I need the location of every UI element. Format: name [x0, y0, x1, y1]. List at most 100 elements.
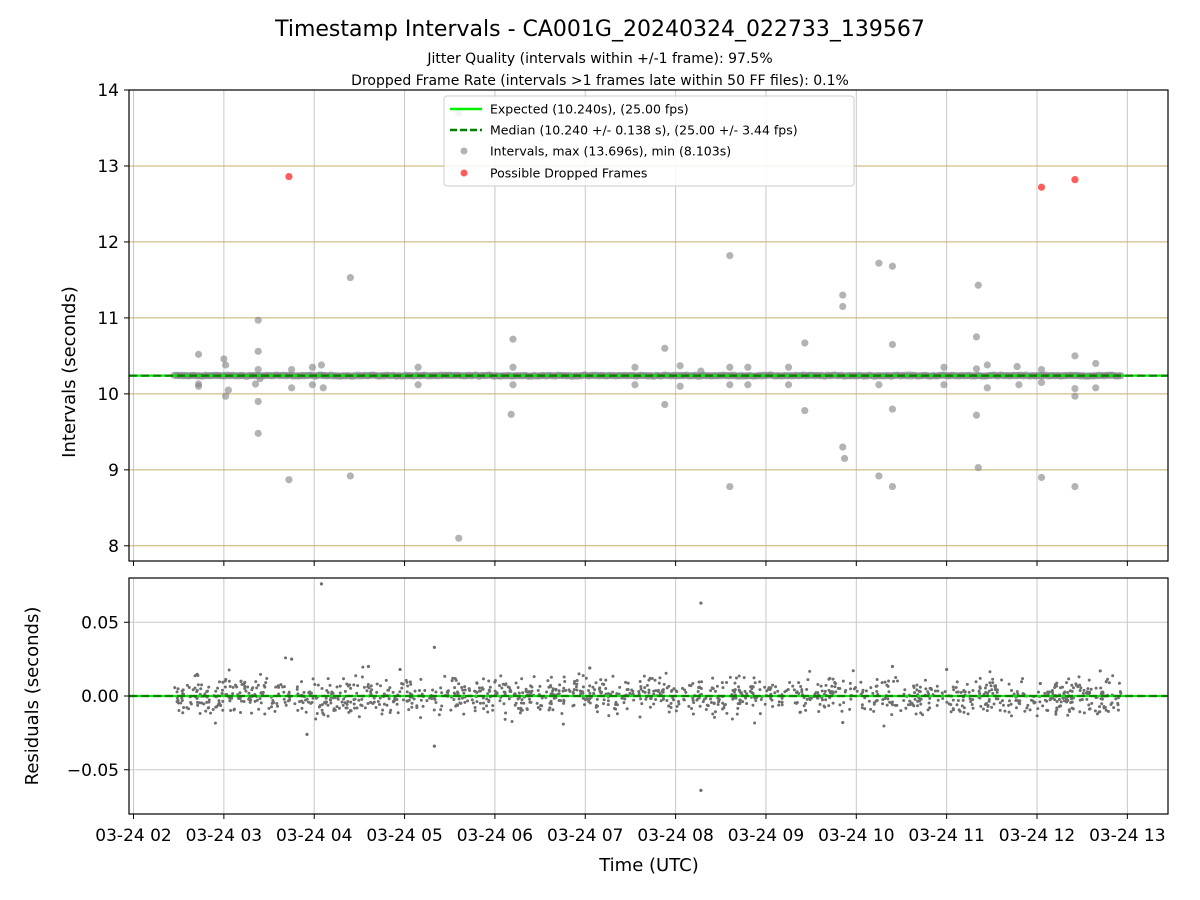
residual-point — [265, 677, 269, 681]
residual-point — [313, 682, 317, 686]
residual-point — [725, 680, 729, 684]
interval-point — [875, 472, 883, 480]
residual-point — [516, 706, 520, 710]
residual-point — [924, 687, 928, 691]
residual-point — [410, 705, 414, 709]
residual-point — [700, 680, 704, 684]
residual-point — [604, 687, 608, 691]
legend-expected-label: Expected (10.240s), (25.00 fps) — [490, 102, 689, 117]
residual-point — [904, 706, 908, 710]
interval-point — [254, 316, 262, 324]
residual-point — [255, 698, 259, 702]
residual-point — [738, 698, 742, 702]
residual-point — [243, 686, 247, 690]
interval-point — [285, 476, 293, 484]
residual-point — [175, 690, 179, 694]
residual-point — [343, 701, 347, 705]
residual-point — [517, 691, 521, 695]
residual-point — [1057, 697, 1061, 701]
residual-point — [207, 685, 211, 689]
residual-point — [204, 709, 208, 713]
residual-point — [860, 703, 864, 707]
residual-point — [258, 697, 262, 701]
residual-point — [332, 707, 336, 711]
residual-point — [366, 682, 370, 686]
residual-point — [799, 710, 803, 714]
residual-point — [306, 700, 310, 704]
residual-point — [180, 699, 184, 703]
residual-point — [649, 696, 653, 700]
residual-point — [705, 703, 709, 707]
residual-point — [1117, 681, 1121, 685]
residual-point — [362, 685, 366, 689]
residual-point — [1104, 708, 1108, 712]
residual-point — [525, 708, 529, 712]
residual-point — [805, 688, 809, 692]
interval-point — [1071, 384, 1079, 393]
residual-point — [709, 697, 713, 701]
residual-point — [1012, 692, 1016, 696]
residual-point — [463, 685, 467, 689]
residual-point — [1095, 712, 1099, 716]
residual-point — [277, 692, 281, 696]
residual-point — [1041, 704, 1045, 708]
residual-point — [176, 687, 180, 691]
residual-point — [765, 689, 769, 693]
residual-point — [734, 676, 738, 680]
residual-point — [228, 699, 232, 703]
residual-point — [343, 689, 347, 693]
residual-point — [562, 675, 566, 679]
residual-point — [773, 691, 777, 695]
interval-point — [1092, 384, 1100, 392]
residual-point — [816, 683, 820, 687]
residual-point — [361, 665, 365, 669]
interval-point — [1037, 473, 1046, 482]
residual-point — [349, 700, 353, 704]
residual-point — [288, 698, 292, 702]
interval-point — [507, 410, 515, 418]
time-tick-label: 03-24 12 — [999, 826, 1075, 846]
interval-point — [1071, 482, 1079, 491]
bottom-y-tick-label: 0.00 — [81, 687, 119, 707]
residual-outlier — [319, 582, 324, 586]
residual-point — [395, 702, 399, 706]
residual-point — [532, 675, 536, 679]
residual-point — [734, 696, 738, 700]
residual-point — [243, 680, 247, 684]
residual-point — [1070, 700, 1074, 704]
residual-point — [750, 687, 754, 691]
residual-point — [355, 691, 359, 695]
residual-point — [895, 703, 899, 707]
residual-point — [949, 710, 953, 714]
residual-point — [677, 702, 681, 706]
residual-point — [1072, 686, 1076, 690]
residual-point — [669, 701, 673, 705]
residual-point — [691, 682, 695, 686]
residual-point — [460, 686, 464, 690]
residual-point — [1111, 674, 1115, 678]
residual-point — [722, 706, 726, 710]
residual-point — [220, 692, 224, 696]
residual-point — [207, 700, 211, 704]
residual-point — [432, 708, 436, 712]
residual-point — [753, 681, 757, 685]
residual-point — [376, 699, 380, 703]
residual-point — [328, 698, 332, 702]
residual-point — [820, 698, 824, 702]
residual-point — [229, 709, 233, 713]
interval-point — [1071, 352, 1079, 360]
residual-point — [594, 681, 598, 685]
figure-title: Timestamp Intervals - CA001G_20240324_02… — [274, 17, 925, 42]
residual-point — [978, 685, 982, 689]
interval-point — [840, 454, 849, 463]
residual-point — [400, 681, 404, 685]
residual-point — [1023, 709, 1027, 713]
residual-point — [247, 691, 251, 695]
residual-point — [585, 697, 589, 701]
residual-point — [697, 680, 701, 684]
residual-point — [455, 703, 459, 707]
residual-point — [662, 682, 666, 686]
residual-point — [660, 689, 664, 693]
residual-point — [739, 691, 743, 695]
